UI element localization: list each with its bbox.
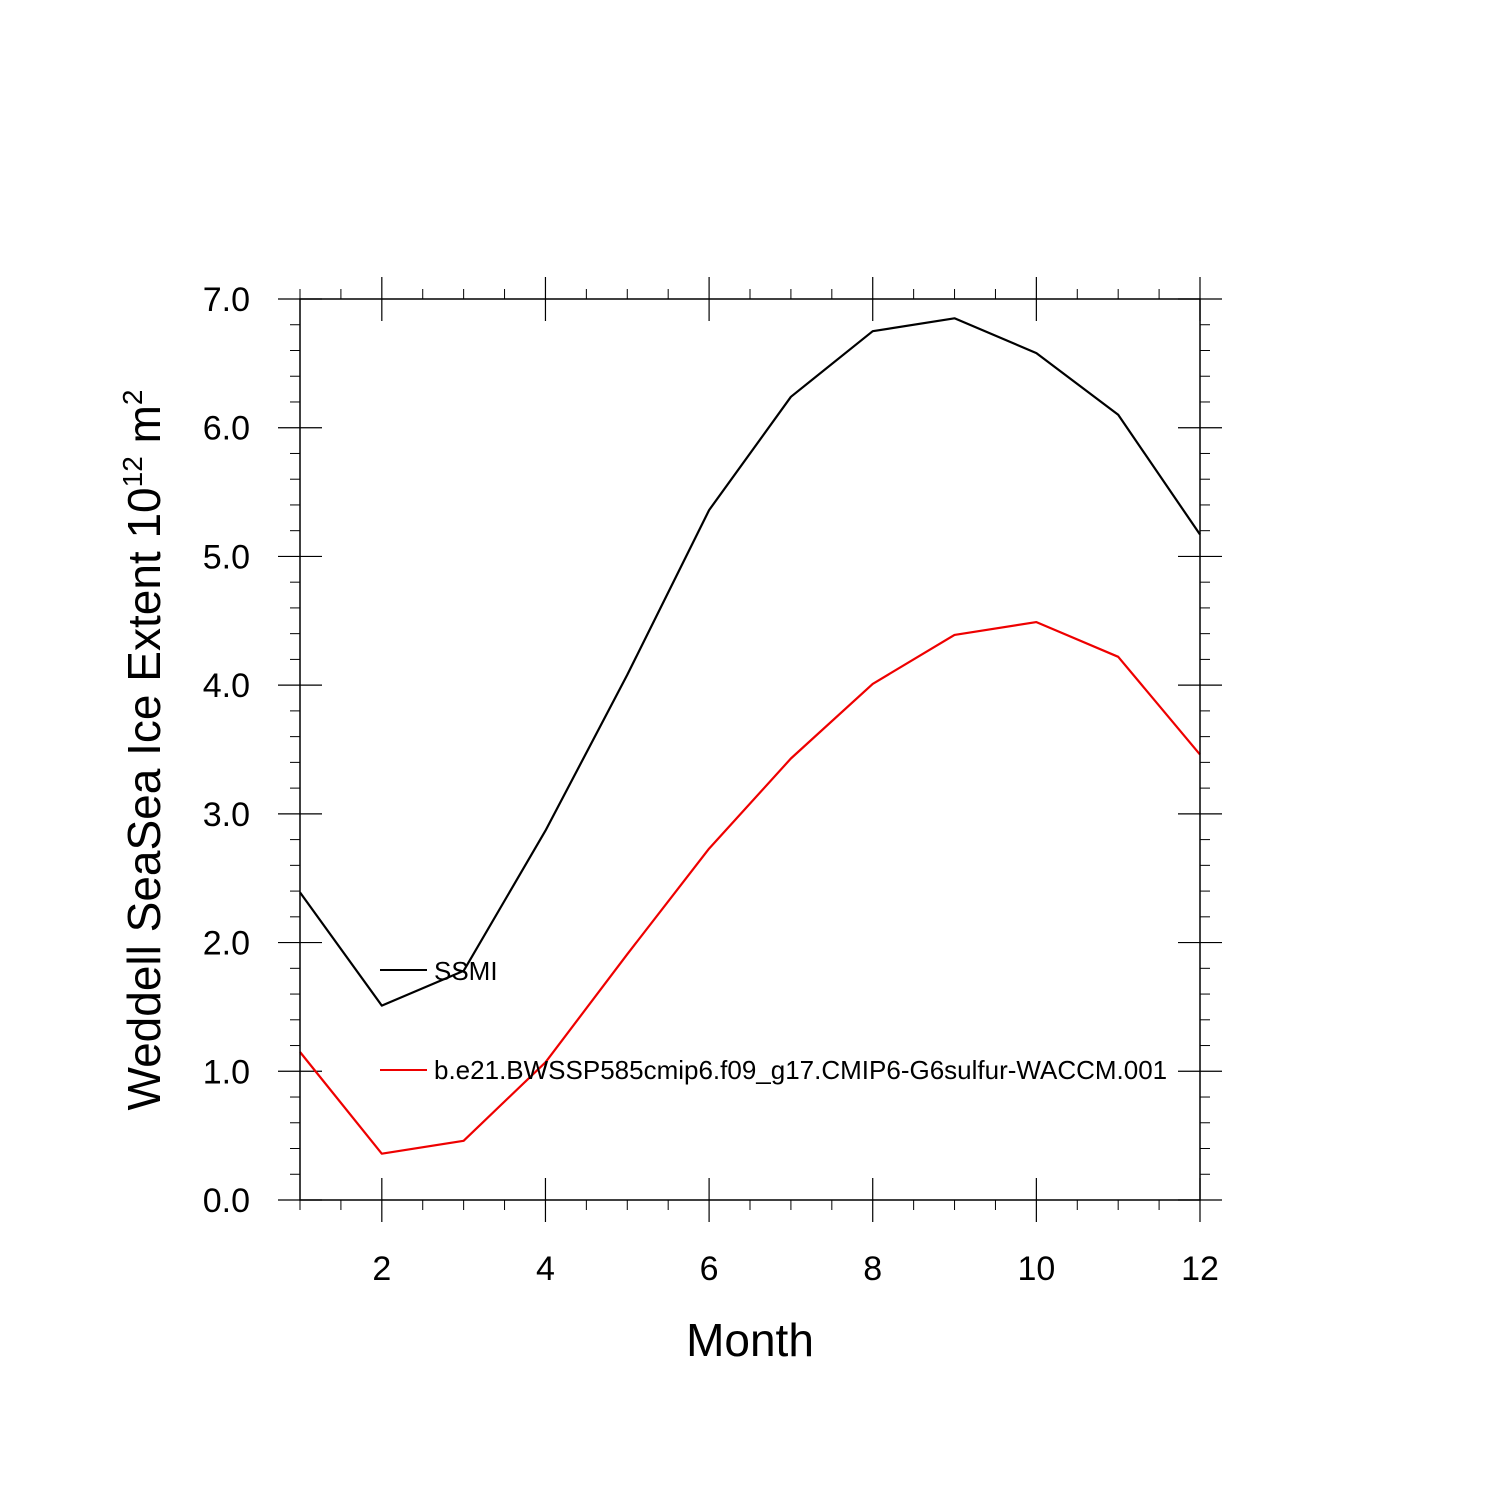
tick-labels-layer: 2 4 6 8 10 12 0.0 1.0 2.0 3.0 4.0 5.0 6.0 7.0 xyxy=(203,281,1219,1288)
y-tick-label: 2.0 xyxy=(203,925,250,963)
y-tick-label: 0.0 xyxy=(203,1182,250,1220)
x-tick-label: 2 xyxy=(372,1250,391,1288)
y-tick-label: 3.0 xyxy=(203,796,250,834)
y-tick-label: 5.0 xyxy=(203,538,250,576)
x-tick-label: 6 xyxy=(700,1250,719,1288)
y-tick-label: 6.0 xyxy=(203,410,250,448)
plot-frame xyxy=(299,298,1201,1201)
y-axis-title-exponent: 12 xyxy=(117,456,148,487)
x-tick-label: 12 xyxy=(1181,1250,1219,1288)
y-axis-title-unit-exponent: 2 xyxy=(117,390,148,406)
series-line-ssmi xyxy=(299,317,1201,1007)
y-axis-title: Weddell SeaSea Ice Extent 1012 m2 xyxy=(117,390,170,1111)
x-axis-title: Month xyxy=(686,1314,814,1366)
y-axis-title-unit: m xyxy=(118,405,170,456)
legend-label-model: b.e21.BWSSP585cmip6.f09_g17.CMIP6-G6sulf… xyxy=(434,1055,1167,1085)
y-axis-title-prefix: Weddell SeaSea Ice Extent 10 xyxy=(118,487,170,1110)
legend: SSMI b.e21.BWSSP585cmip6.f09_g17.CMIP6-G… xyxy=(380,956,1167,1085)
series-line-model xyxy=(299,620,1201,1155)
x-tick-label: 8 xyxy=(863,1250,882,1288)
x-tick-label: 4 xyxy=(536,1250,555,1288)
series-layer xyxy=(299,317,1201,1155)
legend-label-ssmi: SSMI xyxy=(434,956,498,986)
y-tick-label: 7.0 xyxy=(203,281,250,319)
x-tick-label: 10 xyxy=(1017,1250,1055,1288)
y-tick-label: 1.0 xyxy=(203,1053,250,1091)
y-tick-label: 4.0 xyxy=(203,667,250,705)
